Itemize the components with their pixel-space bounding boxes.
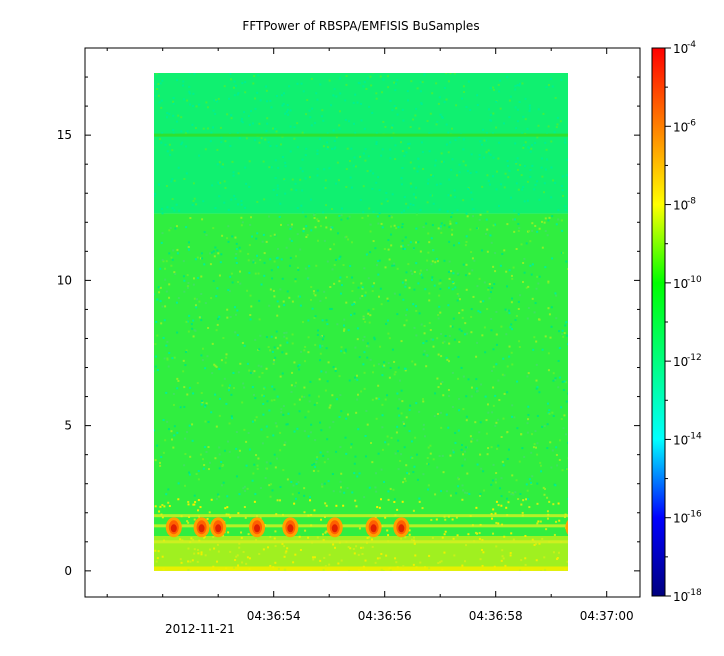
- colorbar-tick-base: 10: [673, 199, 688, 213]
- colorbar-tick-exponent: -12: [687, 353, 702, 363]
- burst: [193, 517, 210, 538]
- burst: [393, 517, 410, 538]
- y-tick-label: 10: [57, 273, 72, 287]
- colorbar-tick-base: 10: [673, 277, 688, 291]
- x-tick-label: 04:37:00: [580, 609, 634, 623]
- x-tick-label: 04:36:58: [469, 609, 523, 623]
- heatmap-image: [154, 73, 568, 571]
- streak: [154, 514, 568, 518]
- burst: [210, 517, 227, 538]
- colorbar-tick-exponent: -10: [687, 275, 702, 285]
- burst: [165, 517, 182, 538]
- colorbar-tick-base: 10: [673, 590, 688, 604]
- colorbar-tick-base: 10: [673, 355, 688, 369]
- x-tick-label: 04:36:54: [247, 609, 301, 623]
- colorbar-tick-exponent: -8: [687, 197, 696, 207]
- x-axis: 04:36:54 04:36:56 04:36:58 04:37:00: [106, 48, 634, 623]
- colorbar-tick-exponent: -6: [687, 118, 696, 128]
- y-tick-label: 5: [64, 419, 72, 433]
- colorbar-tick-label: 10-10: [673, 275, 702, 291]
- burst: [249, 517, 266, 538]
- burst: [365, 517, 382, 538]
- burst: [326, 517, 343, 538]
- colorbar-tick-base: 10: [673, 433, 688, 447]
- colorbar-tick-label: 10-6: [673, 118, 696, 134]
- colorbar: [651, 47, 666, 597]
- streak: [154, 524, 568, 528]
- colorbar-tick-base: 10: [673, 42, 688, 56]
- y-axis: 0 5 10 15: [57, 76, 640, 578]
- colorbar-tick-exponent: -16: [687, 510, 702, 520]
- heatmap-band: [154, 213, 568, 537]
- colorbar-tick-label: 10-8: [673, 197, 696, 213]
- colorbar-tick-exponent: -18: [687, 588, 702, 598]
- line-feature: [154, 133, 568, 137]
- colorbar-tick-label: 10-18: [673, 588, 702, 604]
- chart-title: FFTPower of RBSPA/EMFISIS BuSamples: [242, 19, 479, 33]
- colorbar-tick-label: 10-4: [673, 40, 696, 56]
- colorbar-tick-base: 10: [673, 512, 688, 526]
- y-tick-label: 15: [57, 128, 72, 142]
- colorbar-tick-exponent: -4: [687, 40, 696, 50]
- streak: [154, 540, 568, 544]
- heatmap-band: [154, 73, 568, 214]
- heatmap-band: [154, 566, 568, 571]
- colorbar-tick-label: 10-12: [673, 353, 702, 369]
- burst: [282, 517, 299, 538]
- x-tick-label: 04:36:56: [358, 609, 412, 623]
- colorbar-tick-label: 10-14: [673, 431, 702, 447]
- colorbar-tick-base: 10: [673, 120, 688, 134]
- colorbar-tick-exponent: -14: [687, 431, 702, 441]
- y-tick-label: 0: [64, 564, 72, 578]
- date-label: 2012-11-21: [165, 622, 235, 636]
- colorbar-tick-label: 10-16: [673, 510, 702, 526]
- burst: [565, 519, 568, 535]
